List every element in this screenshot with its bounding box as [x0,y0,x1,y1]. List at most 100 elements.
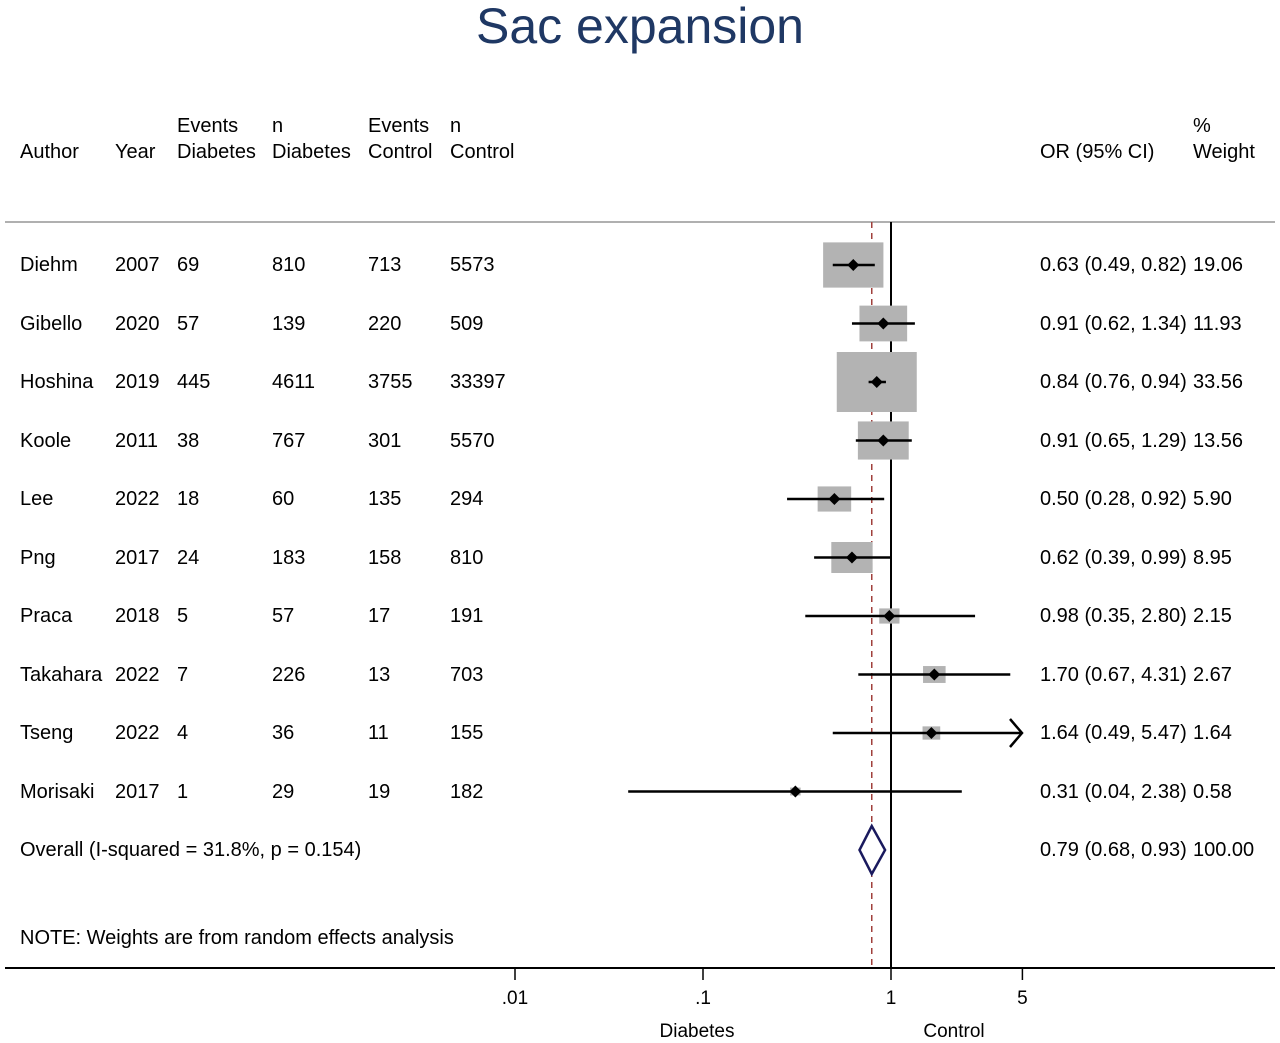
cell-events-diabetes: 7 [177,663,189,686]
point-estimate [925,727,938,739]
note-text: NOTE: Weights are from random effects an… [20,927,454,949]
cell-year: 2017 [115,780,160,803]
header-n-diabetes-line2: Diabetes [272,141,351,163]
cell-or-ci-text: 1.64 (0.49, 5.47) [1040,722,1187,744]
cell-year: 2022 [115,488,160,510]
cell-events-control: 3755 [368,371,413,393]
header-n-control-line2: Control [450,141,515,163]
cell-events-diabetes: 445 [177,371,211,393]
cell-events-control: 17 [368,605,391,627]
cell-year: 2020 [115,312,160,335]
cell-n-diabetes: 767 [272,429,306,452]
cell-n-control: 5573 [450,254,495,276]
cell-or-ci-text: 0.62 (0.39, 0.99) [1040,546,1187,569]
cell-n-diabetes: 4611 [272,371,316,393]
cell-weight-text: 1.64 [1193,722,1232,744]
point-estimate [845,551,858,564]
cell-weight-text: 8.95 [1193,546,1232,569]
cell-n-control: 191 [450,605,484,627]
overall-weight: 100.00 [1193,839,1255,861]
cell-events-diabetes: 1 [177,780,189,803]
cell-events-diabetes: 69 [177,254,200,276]
cell-n-control: 703 [450,663,484,686]
point-estimate [877,317,890,330]
chart-title: Sac expansion [475,0,804,54]
cell-n-control: 509 [450,312,484,335]
cell-year: 2007 [115,254,160,276]
cell-author: Takahara [20,663,103,686]
cell-year: 2022 [115,722,160,744]
cell-author: Lee [20,488,54,510]
cell-events-diabetes: 24 [177,546,200,569]
cell-author: Tseng [20,722,74,744]
cell-n-diabetes: 810 [272,254,306,276]
point-estimate [877,434,890,447]
header-events-diabetes-line2: Diabetes [177,141,256,163]
cell-n-control: 33397 [450,371,506,393]
cell-events-diabetes: 5 [177,605,189,627]
header-author: Author [20,141,79,163]
cell-or-ci-text: 0.91 (0.65, 1.29) [1040,429,1187,452]
x-axis-left-label: Diabetes [660,1021,735,1042]
cell-or-ci-text: 0.91 (0.62, 1.34) [1040,312,1187,335]
header-year: Year [115,141,156,163]
cell-or-ci-text: 0.50 (0.28, 0.92) [1040,488,1187,510]
cell-events-diabetes: 4 [177,722,189,744]
cell-n-control: 810 [450,546,484,569]
cell-events-control: 301 [368,429,402,452]
header-events-diabetes-line1: Events [177,115,239,137]
overall-diamond [858,823,887,877]
cell-weight-text: 11.93 [1193,312,1242,335]
header-weight-line2: Weight [1193,141,1255,163]
x-tick-label: 1 [886,988,897,1009]
cell-year: 2018 [115,605,160,627]
cell-author: Koole [20,429,72,452]
cell-n-diabetes: 139 [272,312,306,335]
cell-year: 2022 [115,663,160,686]
point-estimate [789,785,802,798]
cell-author: Morisaki [20,780,95,803]
cell-author: Praca [20,605,73,627]
x-tick-label: .01 [502,988,528,1009]
cell-author: Gibello [20,312,83,335]
point-estimate [847,259,860,271]
cell-events-control: 135 [368,488,402,510]
cell-n-control: 182 [450,780,484,803]
cell-n-control: 294 [450,488,484,510]
cell-or-ci-text: 1.70 (0.67, 4.31) [1040,663,1187,686]
point-estimate [928,668,941,681]
cell-or-ci-text: 0.84 (0.76, 0.94) [1040,371,1187,393]
cell-events-control: 19 [368,780,391,803]
cell-weight-text: 13.56 [1193,429,1244,452]
cell-year: 2019 [115,371,160,393]
cell-year: 2017 [115,546,160,569]
cell-n-diabetes: 36 [272,722,295,744]
cell-n-diabetes: 226 [272,663,306,686]
overall-label: Overall (I-squared = 31.8%, p = 0.154) [20,839,362,861]
cell-n-diabetes: 60 [272,488,295,510]
cell-or-ci-text: 0.63 (0.49, 0.82) [1040,254,1187,276]
cell-events-control: 158 [368,546,402,569]
cell-author: Hoshina [20,371,94,393]
cell-weight-text: 5.90 [1193,488,1232,510]
cell-weight-text: 19.06 [1193,254,1244,276]
cell-author: Png [20,546,56,569]
cell-events-diabetes: 18 [177,488,200,510]
header-events-control-line2: Control [368,141,433,163]
cell-n-control: 155 [450,722,484,744]
cell-n-control: 5570 [450,429,495,452]
cell-weight-text: 0.58 [1193,780,1232,803]
cell-events-diabetes: 38 [177,429,200,452]
header-n-control-line1: n [450,115,462,137]
point-estimate [870,376,883,388]
x-tick-label: .1 [695,988,711,1009]
cell-year: 2011 [115,429,159,452]
cell-events-control: 713 [368,254,402,276]
cell-weight-text: 33.56 [1193,371,1244,393]
cell-weight-text: 2.15 [1193,605,1232,627]
ci-arrow [1009,718,1024,748]
header-events-control-line1: Events [368,115,430,137]
cell-weight-text: 2.67 [1193,663,1232,686]
cell-events-control: 11 [368,722,389,744]
